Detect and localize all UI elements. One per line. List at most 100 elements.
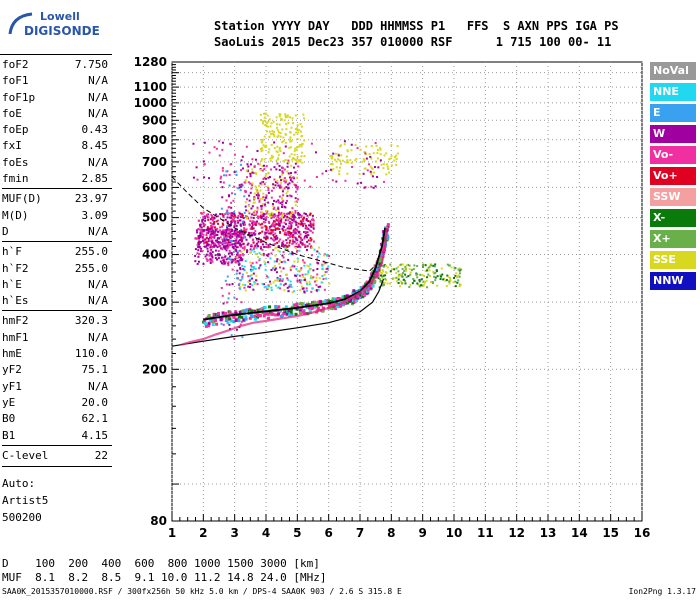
echo-point [292, 215, 295, 218]
echo-point [209, 218, 212, 221]
echo-point [280, 270, 283, 273]
echo-point [262, 240, 265, 243]
trace-echo-point [309, 303, 313, 307]
trace-echo-point [375, 275, 379, 279]
echo-point [392, 277, 395, 280]
echo-point [243, 286, 246, 289]
echo-point [421, 264, 424, 267]
fitted-trace-curve [203, 227, 386, 321]
echo-point [269, 282, 272, 285]
echo-point [256, 283, 259, 286]
echo-point [365, 145, 368, 148]
echo-point [287, 230, 290, 233]
echo-point [257, 192, 260, 195]
echo-point [215, 220, 218, 223]
echo-point [301, 134, 304, 137]
echo-point [309, 220, 312, 223]
param-separator [2, 188, 112, 191]
echo-point [346, 149, 349, 152]
echo-point [369, 165, 372, 168]
echo-point [196, 231, 199, 234]
echo-point [231, 218, 234, 221]
echo-point [293, 232, 296, 235]
echo-point [458, 285, 461, 288]
trace-echo-point [232, 313, 236, 317]
echo-point [261, 197, 264, 200]
echo-point [259, 163, 262, 166]
echo-point [235, 235, 238, 238]
echo-point [303, 291, 306, 294]
echo-point [219, 213, 222, 216]
echo-point [271, 224, 274, 227]
param-value: 20.0 [81, 395, 109, 409]
echo-point [249, 227, 252, 230]
trace-echo-point [359, 290, 363, 294]
echo-point [305, 224, 308, 227]
trace-echo-point [344, 301, 348, 305]
echo-point [275, 116, 278, 119]
echo-point [316, 268, 319, 271]
echo-point [270, 286, 273, 289]
x-tick-label: 3 [230, 526, 238, 540]
echo-point [254, 252, 257, 255]
trace-echo-point [377, 260, 381, 264]
echo-point [404, 266, 407, 269]
trace-echo-point [365, 289, 369, 293]
echo-point [260, 240, 263, 243]
echo-point [220, 233, 223, 236]
echo-point [245, 145, 248, 148]
echo-point [291, 212, 294, 215]
trace-echo-point [301, 303, 305, 307]
echo-point [205, 241, 208, 244]
trace-echo-point [267, 316, 271, 320]
trace-echo-point [258, 308, 262, 312]
echo-point [303, 261, 306, 264]
echo-point [240, 169, 243, 172]
echo-point [294, 190, 297, 193]
echo-point [240, 235, 243, 238]
trace-echo-point [383, 244, 387, 248]
x-tick-label: 10 [446, 526, 463, 540]
trace-echo-point [207, 321, 211, 325]
echo-point [334, 158, 337, 161]
echo-point [309, 237, 312, 240]
echo-point [292, 213, 295, 216]
trace-echo-point [216, 313, 220, 317]
param-value: 3.09 [81, 208, 109, 222]
echo-point [217, 237, 220, 240]
echo-point [249, 236, 252, 239]
trace-echo-point [364, 285, 368, 289]
echo-point [272, 243, 275, 246]
echo-point [197, 228, 200, 231]
echo-point [256, 190, 259, 193]
echo-point [241, 216, 244, 219]
trace-echo-point [376, 273, 380, 277]
echo-point [272, 204, 275, 207]
echo-point [331, 163, 334, 166]
echo-point [411, 282, 414, 285]
trace-echo-point [348, 296, 352, 300]
trace-echo-point [242, 310, 246, 314]
echo-point [283, 284, 286, 287]
trace-echo-point [363, 286, 367, 290]
echo-point [254, 185, 257, 188]
echo-point [253, 192, 256, 195]
echo-point [237, 240, 240, 243]
trace-echo-point [381, 244, 385, 248]
echo-point [272, 186, 275, 189]
echo-point [262, 215, 265, 218]
echo-point [390, 155, 393, 158]
echo-point [416, 273, 419, 276]
trace-echo-point [264, 311, 268, 315]
echo-point [321, 267, 324, 270]
param-name: B0 [2, 412, 16, 426]
echo-point [272, 233, 275, 236]
echo-point [289, 146, 292, 149]
echo-point [261, 282, 264, 285]
echo-point [200, 233, 203, 236]
trace-echo-point [382, 230, 386, 234]
echo-point [288, 222, 291, 225]
echo-point [214, 254, 217, 257]
trace-echo-point [302, 309, 306, 313]
trace-echo-point [362, 290, 366, 294]
